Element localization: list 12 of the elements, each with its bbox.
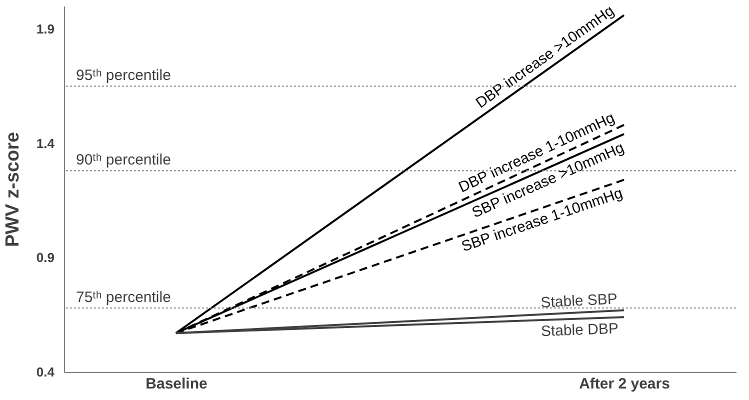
y-tick-label: 0.4 — [36, 364, 56, 380]
series-label: Stable DBP — [540, 320, 619, 340]
ref-line-label: 95ᵗʰ percentile — [76, 67, 171, 84]
y-axis-title: PWV z-score — [2, 132, 24, 248]
ref-line-label: 90ᵗʰ percentile — [76, 152, 171, 169]
ref-line-label: 75ᵗʰ percentile — [76, 288, 171, 306]
x-tick-label: After 2 years — [579, 376, 670, 392]
y-tick-label: 1.4 — [36, 136, 56, 151]
x-tick-label: Baseline — [146, 376, 208, 392]
y-tick-label: 0.9 — [36, 250, 54, 266]
y-tick-label: 1.9 — [36, 21, 54, 36]
series-label: Stable SBP — [540, 290, 618, 312]
